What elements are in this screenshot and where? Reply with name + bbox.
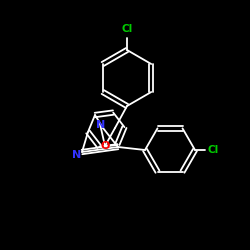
Text: N: N bbox=[72, 150, 82, 160]
Text: Cl: Cl bbox=[208, 145, 218, 155]
Text: O: O bbox=[100, 141, 110, 151]
Text: N: N bbox=[96, 120, 106, 130]
Text: Cl: Cl bbox=[122, 24, 132, 34]
